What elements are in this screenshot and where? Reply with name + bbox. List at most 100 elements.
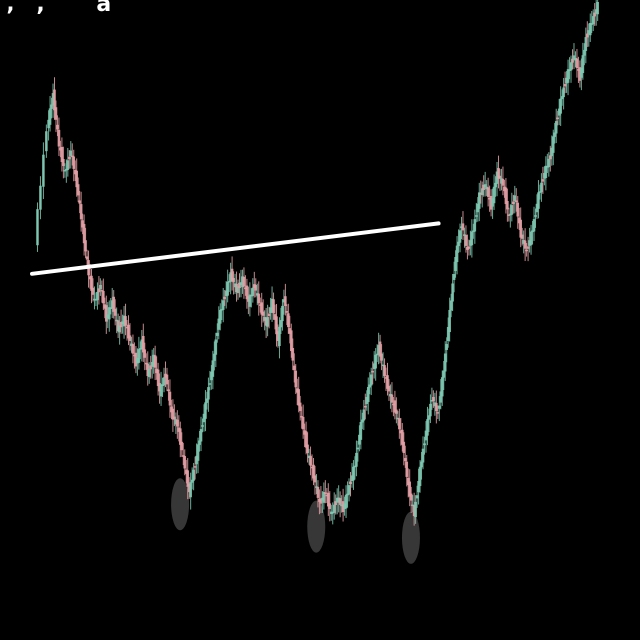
candle-body-338: [541, 179, 545, 182]
candle-body-278: [452, 274, 456, 280]
candle-body-82: [162, 377, 166, 386]
candle-body-171: [294, 370, 298, 388]
candle-body-202: [340, 504, 343, 507]
candle-body-77: [155, 368, 158, 374]
candle-body-341: [546, 166, 549, 168]
candle-body-215: [359, 421, 363, 440]
candle-body-85: [167, 389, 170, 392]
candle-body-264: [432, 397, 435, 402]
candle-body-178: [304, 431, 308, 448]
candle-body-308: [497, 167, 500, 179]
candle-body-289: [469, 240, 472, 246]
candle-body-59: [128, 335, 132, 341]
candle-body-218: [364, 405, 367, 408]
candle-body-357: [569, 62, 573, 71]
candle-body-233: [386, 375, 389, 389]
candle-body-106: [198, 440, 201, 445]
candle-body-105: [196, 444, 200, 461]
candle-body-216: [361, 419, 364, 423]
candle-body-48: [112, 296, 115, 312]
candle-body-333: [534, 215, 537, 217]
candle-body-35: [93, 298, 96, 301]
candle-body-128: [230, 268, 234, 282]
candle-body-242: [399, 430, 403, 434]
candle-body-185: [315, 486, 318, 488]
candle-body-211: [353, 465, 357, 468]
candle-body-204: [343, 503, 346, 509]
candle-body-21: [72, 156, 76, 169]
candle-body-129: [232, 278, 235, 283]
candle-body-123: [223, 296, 226, 300]
candle-body-368: [586, 33, 589, 38]
candle-body-336: [538, 191, 542, 193]
candle-body-300: [485, 186, 488, 190]
candle-body-351: [560, 96, 564, 100]
candle-body-261: [427, 415, 431, 420]
candle-body-365: [581, 55, 585, 74]
candle-body-265: [433, 402, 437, 407]
candle-body-217: [362, 409, 366, 421]
candle-body-249: [409, 493, 413, 501]
candle-body-134: [239, 282, 243, 285]
candle-body-301: [486, 187, 490, 197]
candle-body-163: [282, 299, 286, 303]
candle-body-258: [423, 443, 426, 446]
candle-body-251: [412, 505, 416, 517]
candle-body-227: [377, 345, 380, 355]
candle-body-310: [500, 178, 503, 184]
candle-body-157: [273, 314, 277, 320]
candle-body-95: [181, 455, 185, 457]
candle-body-345: [551, 136, 555, 153]
candle-body-267: [436, 412, 440, 414]
candle-body-91: [176, 419, 179, 427]
candle-body-275: [448, 309, 451, 333]
candle-body-74: [150, 362, 154, 367]
candle-body-179: [306, 444, 309, 453]
candle-body-189: [321, 497, 324, 501]
candle-body-6: [50, 104, 53, 109]
candle-body-14: [62, 159, 65, 166]
candle-body-231: [383, 365, 386, 377]
candle-body-54: [121, 321, 124, 325]
candle-body-318: [512, 201, 515, 205]
candle-body-109: [202, 413, 206, 423]
candle-body-176: [301, 416, 305, 430]
candle-body-305: [492, 186, 496, 204]
candle-body-375: [596, 1, 599, 15]
candle-body-295: [477, 192, 481, 209]
candle-body-68: [142, 335, 145, 353]
candle-body-112: [207, 387, 210, 400]
candle-body-0: [36, 209, 39, 246]
candle-body-127: [229, 272, 232, 282]
candle-body-102: [192, 469, 195, 481]
candle-body-41: [102, 290, 105, 304]
candle-body-235: [389, 393, 392, 397]
candle-body-183: [312, 464, 315, 479]
candle-body-208: [349, 481, 352, 485]
candle-body-37: [96, 291, 99, 301]
candle-body-98: [186, 470, 189, 487]
candle-body-153: [267, 313, 271, 317]
candle-body-149: [261, 311, 265, 316]
candle-body-92: [177, 427, 181, 432]
candle-body-57: [125, 326, 129, 329]
candle-body-243: [401, 429, 404, 445]
candle-body-114: [210, 371, 213, 381]
candle-body-247: [406, 477, 410, 486]
candle-body-45: [107, 307, 111, 320]
candle-body-184: [313, 475, 317, 483]
candle-body-228: [378, 341, 382, 357]
candle-body-81: [161, 384, 164, 387]
candle-body-214: [358, 434, 361, 445]
candle-body-180: [307, 455, 311, 459]
candle-body-146: [257, 293, 261, 304]
candle-body-307: [495, 171, 499, 184]
candle-body-311: [501, 178, 505, 186]
candle-body-234: [387, 385, 391, 392]
candle-body-76: [153, 355, 157, 368]
candle-body-342: [547, 158, 551, 168]
candle-body-294: [476, 203, 480, 213]
candle-body-271: [442, 370, 446, 378]
candle-body-281: [457, 241, 460, 247]
